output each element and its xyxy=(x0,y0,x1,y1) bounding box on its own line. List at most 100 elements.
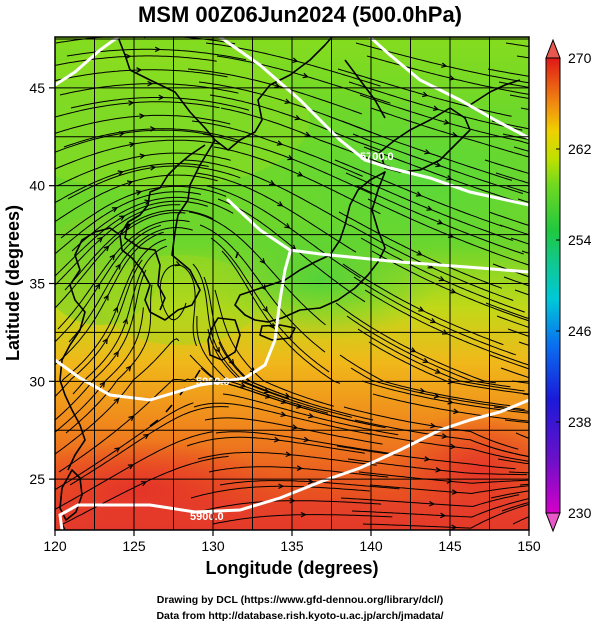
streamline xyxy=(361,380,529,414)
streamline xyxy=(218,341,374,421)
streamline xyxy=(505,42,529,48)
coastline-taiwan xyxy=(59,469,83,521)
streamline xyxy=(366,55,529,95)
wind-arrowhead xyxy=(453,408,460,415)
streamline xyxy=(191,120,363,177)
wind-arrowhead xyxy=(128,415,135,422)
wind-arrowhead xyxy=(136,67,143,73)
figure-title: MSM 00Z06Jun2024 (500.0hPa) xyxy=(138,2,462,27)
streamline xyxy=(363,146,529,206)
wind-arrowhead xyxy=(416,250,423,256)
x-tick-label: 140 xyxy=(359,538,383,554)
streamline xyxy=(63,128,241,148)
streamline xyxy=(352,133,524,194)
contour-label: 5900.0 xyxy=(190,511,224,523)
streamline xyxy=(187,68,362,115)
streamline xyxy=(500,367,529,379)
wind-arrowhead xyxy=(294,114,301,121)
wind-arrowhead xyxy=(273,436,281,443)
streamline xyxy=(510,237,529,245)
wind-arrowhead xyxy=(214,346,220,354)
wind-arrowhead xyxy=(443,119,450,125)
wind-arrowhead xyxy=(415,191,423,197)
streamline xyxy=(65,284,153,434)
streamline xyxy=(190,485,370,499)
wind-arrowhead xyxy=(410,347,417,353)
streamline xyxy=(506,185,529,194)
wind-arrowhead xyxy=(422,357,429,363)
contour-line xyxy=(368,37,529,140)
streamline xyxy=(184,159,351,227)
streamline xyxy=(217,198,366,303)
streamline xyxy=(204,417,383,445)
x-tick-label: 125 xyxy=(122,538,146,554)
y-tick-label: 40 xyxy=(29,178,45,194)
wind-arrowhead xyxy=(126,180,134,186)
streamline xyxy=(193,402,371,435)
streamline xyxy=(504,419,529,424)
wind-arrowhead xyxy=(276,140,284,146)
streamline xyxy=(341,120,513,181)
y-tick-label: 35 xyxy=(29,276,45,292)
coastline-shikoku xyxy=(259,324,296,341)
wind-arrowhead xyxy=(143,433,150,440)
streamline xyxy=(370,107,529,158)
wind-arrowhead xyxy=(433,393,440,399)
wind-arrowhead xyxy=(150,126,157,132)
contour-line xyxy=(58,398,529,530)
y-axis-label: Latitude (degrees) xyxy=(3,205,23,361)
streamline xyxy=(55,212,186,309)
wind-arrowhead xyxy=(432,105,440,111)
streamline xyxy=(69,406,229,486)
streamline xyxy=(55,129,211,153)
wind-arrowhead xyxy=(292,57,299,63)
streamline xyxy=(502,133,529,141)
wind-arrowhead xyxy=(284,98,291,104)
colorbar-scale xyxy=(545,57,561,514)
wind-arrowhead xyxy=(307,478,315,485)
map-plot-area: 5700.0 5900.0 5900.0 xyxy=(55,37,529,530)
streamline xyxy=(201,500,382,512)
streamline xyxy=(365,432,529,462)
streamline xyxy=(490,490,529,499)
wind-arrowhead xyxy=(139,113,146,119)
wind-arrowhead xyxy=(127,464,134,470)
wind-arrowhead xyxy=(292,424,299,430)
wind-arrowhead xyxy=(113,306,119,313)
wind-arrowhead xyxy=(446,478,453,484)
streamline xyxy=(357,328,525,392)
streamline xyxy=(202,133,373,195)
wind-arrowhead xyxy=(426,205,433,211)
wind-arrowhead xyxy=(441,329,449,335)
streamline xyxy=(195,172,357,253)
streamline xyxy=(192,263,290,400)
wind-arrowhead xyxy=(418,306,425,312)
streamline xyxy=(211,380,386,429)
streamline xyxy=(210,237,330,373)
streamline xyxy=(55,191,202,255)
streamline xyxy=(215,431,395,455)
x-tick-label: 135 xyxy=(280,538,304,554)
x-tick-label: 130 xyxy=(201,538,225,554)
wind-arrowhead xyxy=(441,433,448,439)
wind-arrowhead xyxy=(430,422,437,429)
wind-arrowhead xyxy=(117,170,124,176)
coastline-korea-west xyxy=(59,227,121,471)
streamline xyxy=(369,484,529,495)
streamline xyxy=(68,227,193,343)
streamline xyxy=(348,81,523,131)
contour-line xyxy=(226,198,529,274)
wind-arrowhead xyxy=(424,149,431,155)
wind-arrowhead xyxy=(284,392,291,398)
wind-arrowhead xyxy=(114,447,121,453)
wind-arrowhead xyxy=(158,94,165,101)
wind-arrowhead xyxy=(102,337,108,345)
credit-line-2: Data from http://database.rish.kyoto-u.a… xyxy=(156,610,443,622)
wind-arrowhead xyxy=(149,165,157,171)
wind-arrowhead xyxy=(428,500,436,507)
y-axis-ticks: 25 30 35 40 45 xyxy=(29,80,55,487)
wind-arrowhead xyxy=(140,481,148,487)
wind-arrowhead xyxy=(135,190,143,196)
wind-arrowhead xyxy=(139,153,146,159)
